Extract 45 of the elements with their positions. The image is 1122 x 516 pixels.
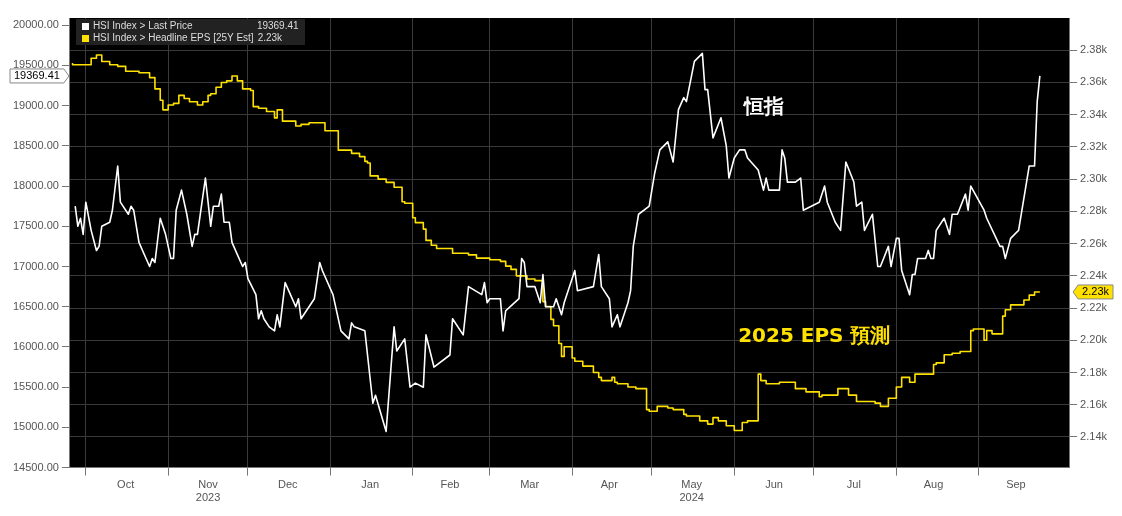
y2-tick-label: 2.30k <box>1080 172 1108 185</box>
legend-label: HSI Index > Headline EPS [25Y Est] <box>92 32 254 44</box>
y-tick-label: 19000.00 <box>12 98 59 111</box>
x-tick-label: Jul <box>846 478 861 491</box>
y-tick-label: 16000.00 <box>12 339 59 352</box>
y2-tick-label: 2.24k <box>1080 268 1108 281</box>
x-tick-label: Jan <box>361 478 380 491</box>
y-tick-label: 15500.00 <box>12 380 59 393</box>
x-tick-label: Mar <box>520 478 540 491</box>
x-tick-label: Oct <box>117 478 135 491</box>
y2-tick-label: 2.36k <box>1080 75 1108 88</box>
y-tick-label: 20000.00 <box>12 18 59 31</box>
y-tick-label: 16500.00 <box>12 299 59 312</box>
y2-tick-label: 2.22k <box>1080 301 1108 314</box>
y2-tick-label: 2.38k <box>1080 43 1108 56</box>
y-tick-label: 19500.00 <box>12 58 59 71</box>
y-tick-label: 18500.00 <box>12 138 59 151</box>
y-tick-label: 17000.00 <box>12 259 59 272</box>
x-tick-label: May 2024 <box>679 478 704 504</box>
x-tick-label: Nov 2023 <box>195 478 221 504</box>
y2-tick-label: 2.18k <box>1080 365 1108 378</box>
x-tick-label: Jun <box>765 478 783 491</box>
y-tick-label: 18000.00 <box>12 179 59 192</box>
legend-label: HSI Index > Last Price <box>92 20 194 32</box>
y2-tick-label: 2.34k <box>1080 107 1108 120</box>
y2-tick-label: 2.26k <box>1080 236 1108 249</box>
x-tick-label: Sep <box>1006 478 1026 491</box>
y-tick-label: 15000.00 <box>12 420 59 433</box>
x-tick-label: Apr <box>600 478 619 491</box>
y2-tick-label: 2.14k <box>1080 430 1108 443</box>
x-tick-label: Dec <box>278 478 299 491</box>
text: 19369.41 <box>256 20 299 31</box>
y2-tick-label: 2.16k <box>1080 397 1108 410</box>
y2-tick-label: 2.32k <box>1080 139 1108 152</box>
y-tick-label: 19369.41 <box>14 68 60 81</box>
text: 2.23k <box>257 32 283 43</box>
y2-tick-label: 2.23k <box>1082 284 1110 297</box>
annotation: 2025 EPS 預測 <box>738 323 891 348</box>
y-tick-label: 17500.00 <box>12 219 59 232</box>
annotation: 恒指 <box>742 94 785 119</box>
y-tick-label: 14500.00 <box>12 460 59 473</box>
y2-tick-label: 2.28k <box>1080 204 1108 217</box>
x-tick-label: Aug <box>923 478 944 491</box>
y2-tick-label: 2.20k <box>1080 333 1108 346</box>
x-tick-label: Feb <box>440 478 460 491</box>
